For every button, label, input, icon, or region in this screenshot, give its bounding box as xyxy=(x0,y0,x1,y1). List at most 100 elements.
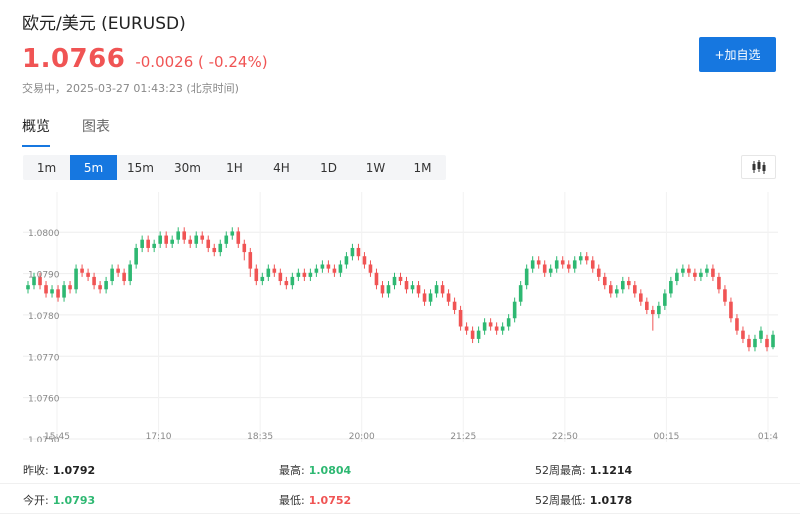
candle-body xyxy=(753,338,757,348)
candle xyxy=(158,231,162,248)
tab-chart[interactable]: 图表 xyxy=(82,119,110,135)
candle-body xyxy=(548,268,553,273)
stats-row: 昨收: 1.0792 最高: 1.0804 52周最高: 1.1214 xyxy=(0,454,800,484)
candle-body xyxy=(681,268,685,273)
interval-1mo[interactable]: 1M xyxy=(413,160,432,175)
view-tabs: 概览 图表 xyxy=(22,116,142,147)
candle-body xyxy=(374,272,379,286)
candle-body xyxy=(104,281,108,290)
candle-body xyxy=(260,276,265,282)
candle-body xyxy=(158,235,162,244)
candle-body xyxy=(452,301,457,310)
price-row: 1.0766 -0.0026 ( -0.24%) xyxy=(22,44,268,74)
candle xyxy=(374,268,379,290)
interval-15m[interactable]: 15m xyxy=(127,160,154,175)
candle xyxy=(188,235,193,248)
candle xyxy=(482,318,487,335)
interval-1d[interactable]: 1D xyxy=(320,160,337,175)
add-watchlist-button[interactable]: +加自选 xyxy=(699,37,776,72)
candle-body xyxy=(765,338,769,348)
interval-30m[interactable]: 30m xyxy=(174,160,201,175)
candle xyxy=(620,276,625,294)
candle xyxy=(705,264,709,277)
candle xyxy=(338,260,343,277)
candle-body xyxy=(596,268,601,277)
candle xyxy=(440,281,445,298)
candle-body xyxy=(146,239,150,248)
candle-body xyxy=(536,260,541,265)
candle xyxy=(122,268,126,286)
candle-body xyxy=(176,231,181,240)
candle-body xyxy=(657,305,661,315)
candle xyxy=(699,268,703,282)
candle xyxy=(759,326,763,344)
candle xyxy=(398,272,403,286)
candle-body xyxy=(729,301,733,319)
candle-body xyxy=(584,256,589,261)
candlestick-chart: 1.0800 1.0790 1.0780 1.0770 1.0760 1.075015:4… xyxy=(23,192,778,442)
candle-body xyxy=(645,301,649,310)
candle xyxy=(80,264,84,277)
candle xyxy=(608,281,613,298)
candle xyxy=(128,260,132,286)
candle xyxy=(236,227,241,248)
candle-body xyxy=(639,293,643,302)
y-tick-label: 1.0780 xyxy=(28,312,60,322)
x-tick-label: 01:4 xyxy=(758,432,778,442)
candle xyxy=(410,281,415,294)
candle xyxy=(416,281,421,298)
stat-52w-low: 52周最低: 1.0178 xyxy=(535,494,633,507)
candle xyxy=(717,272,721,294)
candle xyxy=(596,264,601,282)
candle xyxy=(488,318,493,331)
candle xyxy=(368,260,373,277)
x-tick-label: 21:25 xyxy=(450,432,476,442)
candle xyxy=(104,276,108,294)
candle-body xyxy=(62,285,66,298)
candle xyxy=(206,235,211,253)
interval-4h[interactable]: 4H xyxy=(273,160,290,175)
candle-body xyxy=(326,264,331,269)
price-change: -0.0026 ( -0.24%) xyxy=(135,53,268,71)
candle xyxy=(98,281,102,294)
candle xyxy=(536,256,541,269)
candle xyxy=(230,227,235,240)
candle xyxy=(729,297,733,323)
candle xyxy=(639,289,643,306)
candle-body xyxy=(422,293,427,302)
candle xyxy=(548,264,553,277)
candle xyxy=(170,235,174,248)
interval-1m[interactable]: 1m xyxy=(36,160,57,175)
candle-body xyxy=(512,301,517,319)
interval-5m[interactable]: 5m xyxy=(70,155,117,180)
y-tick-label: 1.0790 xyxy=(28,271,60,281)
candle xyxy=(675,268,679,286)
tab-overview[interactable]: 概览 xyxy=(22,116,50,147)
candle xyxy=(392,272,397,290)
candle xyxy=(56,285,60,302)
candle-body xyxy=(290,276,295,286)
candle-body xyxy=(524,268,529,286)
candle-body xyxy=(164,235,168,244)
candle-body xyxy=(296,272,301,277)
candle xyxy=(254,264,259,286)
candle-body xyxy=(464,326,469,331)
candle xyxy=(314,264,319,277)
candle-body xyxy=(212,247,217,253)
candle xyxy=(386,281,391,298)
candle-body xyxy=(633,285,637,294)
chart-type-button[interactable] xyxy=(741,155,776,179)
candle-body xyxy=(675,272,679,282)
candle xyxy=(272,264,277,277)
candle-body xyxy=(759,330,763,339)
candle xyxy=(500,322,505,335)
candle-body xyxy=(506,318,511,327)
candle xyxy=(176,227,181,244)
interval-1w[interactable]: 1W xyxy=(365,160,386,175)
candle xyxy=(212,243,217,257)
interval-1h[interactable]: 1H xyxy=(226,160,243,175)
candle-body xyxy=(266,268,271,277)
candle-body xyxy=(134,247,138,265)
x-tick-label: 15:45 xyxy=(44,432,70,442)
candle-body xyxy=(200,235,205,240)
